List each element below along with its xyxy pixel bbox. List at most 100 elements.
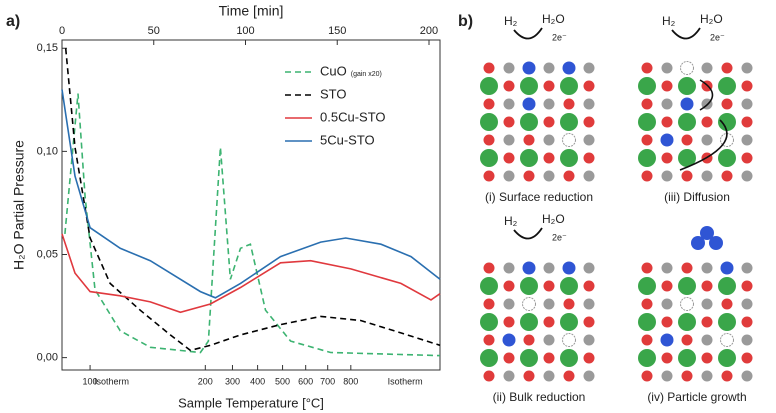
atom — [560, 313, 578, 331]
atom — [583, 134, 595, 146]
atom — [503, 152, 515, 164]
atom — [543, 134, 555, 146]
reactant: H₂ — [504, 14, 518, 28]
atom — [641, 170, 653, 182]
legend-note: (gain x20) — [351, 71, 382, 78]
atom — [523, 334, 535, 346]
atom — [741, 152, 753, 164]
y-tick-label: 0,00 — [37, 352, 58, 364]
atom — [661, 352, 673, 364]
atom — [560, 349, 578, 367]
product: H₂O — [542, 12, 565, 26]
atom — [638, 313, 656, 331]
atom — [503, 280, 515, 292]
atom — [503, 352, 515, 364]
cluster-atom — [700, 226, 714, 240]
atom — [543, 62, 555, 74]
atom — [741, 98, 753, 110]
atom — [661, 298, 673, 310]
atom — [483, 334, 495, 346]
atom — [661, 152, 673, 164]
caption: (ii) Bulk reduction — [493, 390, 586, 404]
atom — [661, 170, 673, 182]
atom — [560, 277, 578, 295]
atom — [522, 297, 536, 311]
atom — [543, 298, 555, 310]
atom — [680, 61, 694, 75]
atom — [543, 80, 555, 92]
atom — [503, 116, 515, 128]
atom — [583, 280, 595, 292]
atom — [680, 97, 694, 111]
product: H₂O — [700, 12, 723, 26]
reactant: H₂ — [662, 14, 676, 28]
atom — [523, 370, 535, 382]
atom — [678, 313, 696, 331]
top-tick-label: 0 — [59, 25, 65, 37]
atom — [560, 113, 578, 131]
atom — [583, 62, 595, 74]
atom — [701, 262, 713, 274]
top-tick-label: 50 — [148, 25, 160, 37]
atom — [503, 298, 515, 310]
cluster-atom — [691, 236, 705, 250]
atom — [523, 134, 535, 146]
atom — [480, 277, 498, 295]
atom — [480, 349, 498, 367]
atom — [678, 349, 696, 367]
y-tick-label: 0,15 — [37, 42, 58, 54]
atom — [563, 370, 575, 382]
legend-label: CuO — [320, 63, 347, 78]
atom — [523, 170, 535, 182]
atom — [583, 262, 595, 274]
atom — [718, 149, 736, 167]
series-line — [61, 233, 441, 314]
top-tick-label: 200 — [420, 25, 438, 37]
atom — [502, 333, 516, 347]
atom — [661, 316, 673, 328]
atom — [583, 334, 595, 346]
atom — [741, 170, 753, 182]
atom — [543, 152, 555, 164]
atom — [562, 261, 576, 275]
atom — [520, 313, 538, 331]
atom — [543, 370, 555, 382]
bottom-tick-label: 300 — [225, 376, 240, 386]
atom — [741, 352, 753, 364]
atom — [701, 62, 713, 74]
atom — [678, 113, 696, 131]
atom — [718, 349, 736, 367]
atom — [741, 298, 753, 310]
atom — [543, 352, 555, 364]
atom — [522, 97, 536, 111]
bottom-tick-label: 200 — [198, 376, 213, 386]
plot-frame — [61, 39, 441, 371]
diagram: (i) Surface reduction H₂ H₂O 2e⁻ (iii) Diffu… — [480, 12, 753, 404]
atom — [681, 370, 693, 382]
atom — [520, 113, 538, 131]
atom — [721, 62, 733, 74]
atom — [741, 116, 753, 128]
atom — [720, 333, 734, 347]
bottom-tick-label: 600 — [298, 376, 313, 386]
top-axis-title: Time [min] — [219, 3, 284, 19]
product: H₂O — [542, 212, 565, 226]
bottom-tick-label: 700 — [320, 376, 335, 386]
atom — [741, 370, 753, 382]
atom — [641, 334, 653, 346]
atom — [721, 170, 733, 182]
atom — [741, 280, 753, 292]
atom — [520, 349, 538, 367]
atom — [560, 77, 578, 95]
atom — [641, 62, 653, 74]
atom — [721, 370, 733, 382]
atom — [681, 134, 693, 146]
atom — [661, 370, 673, 382]
arrow — [671, 27, 701, 40]
atom — [638, 77, 656, 95]
atom — [701, 298, 713, 310]
y-tick-label: 0,10 — [37, 145, 58, 157]
atom — [583, 98, 595, 110]
panel-label: b) — [458, 13, 473, 30]
atom — [563, 170, 575, 182]
